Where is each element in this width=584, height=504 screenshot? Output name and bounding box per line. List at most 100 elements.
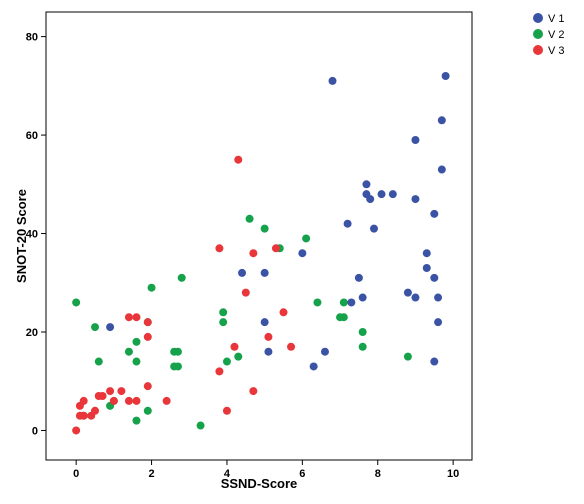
data-point [377,190,386,199]
data-point [222,357,231,366]
data-point [339,313,348,322]
data-point [366,195,375,204]
data-point [132,357,141,366]
legend: V 1 V 2 V 3 [533,13,565,57]
y-tick-label: 60 [26,130,38,142]
series-v3 [72,155,296,435]
data-point [403,288,412,297]
data-point [430,209,439,218]
data-point [143,318,152,327]
data-point [362,180,371,189]
data-point [388,190,397,199]
data-point [143,406,152,415]
data-point [79,411,88,420]
data-point [441,72,450,80]
data-point [369,224,378,233]
data-point [173,362,182,371]
data-point [162,396,171,405]
x-tick-label: 0 [73,468,79,480]
data-point [91,323,100,332]
data-point [313,298,322,307]
y-tick-label: 40 [26,229,38,241]
data-point [196,421,205,430]
data-point [106,323,115,332]
legend-marker [533,45,543,55]
data-point [328,76,337,85]
data-point [117,387,126,396]
x-tick-label: 10 [447,468,459,480]
data-point [132,313,141,322]
data-point [234,352,243,361]
data-point [260,318,269,327]
data-point [177,273,186,282]
data-point [434,318,443,327]
data-point [147,283,156,292]
data-point [249,387,258,396]
data-point [358,328,367,336]
data-point [287,342,296,351]
data-point [241,288,250,297]
data-point [94,357,103,366]
data-point [79,396,88,405]
data-point [279,308,288,317]
data-points [72,72,450,435]
data-point [222,406,231,415]
data-point [124,313,133,322]
data-point [124,396,133,405]
y-tick-label: 0 [32,425,38,437]
x-tick-label: 4 [224,468,231,480]
data-point [143,382,152,391]
legend-marker [533,29,543,39]
data-point [238,268,247,277]
data-point [132,396,141,405]
legend-marker [533,13,543,23]
data-point [91,406,100,415]
data-point [430,357,439,366]
data-point [72,426,81,435]
data-point [430,273,439,282]
legend-label: V 2 [548,29,565,41]
data-point [219,308,228,317]
x-axis: 0 2 4 6 8 10 [73,460,459,480]
data-point [106,387,115,396]
data-point [320,347,329,356]
data-point [245,214,254,223]
series-v1 [106,72,450,371]
data-point [358,293,367,302]
data-point [249,249,258,258]
data-point [403,352,412,361]
data-point [124,347,133,356]
data-point [411,136,420,144]
data-point [298,249,307,258]
data-point [234,155,243,164]
data-point [260,224,269,233]
data-point [260,268,269,277]
data-point [264,332,273,341]
data-point [347,298,356,307]
data-point [173,347,182,356]
data-point [343,219,352,228]
data-point [72,298,81,307]
data-point [143,332,152,341]
data-point [339,298,348,307]
data-point [437,165,446,174]
legend-label: V 1 [548,13,565,25]
data-point [358,342,367,351]
data-point [264,347,273,356]
plot-area [45,11,473,461]
x-axis-title: SSND-Score [221,476,298,491]
data-point [98,392,107,400]
data-point [434,293,443,302]
x-tick-label: 2 [148,468,154,480]
x-tick-label: 8 [375,468,381,480]
data-point [302,234,311,243]
data-point [219,318,228,327]
y-axis-title: SNOT-20 Score [14,189,29,283]
data-point [271,244,280,253]
y-axis: 0 20 40 60 80 [26,32,46,437]
y-tick-label: 80 [26,32,38,44]
data-point [411,195,420,204]
data-point [354,273,363,282]
data-point [422,264,431,272]
